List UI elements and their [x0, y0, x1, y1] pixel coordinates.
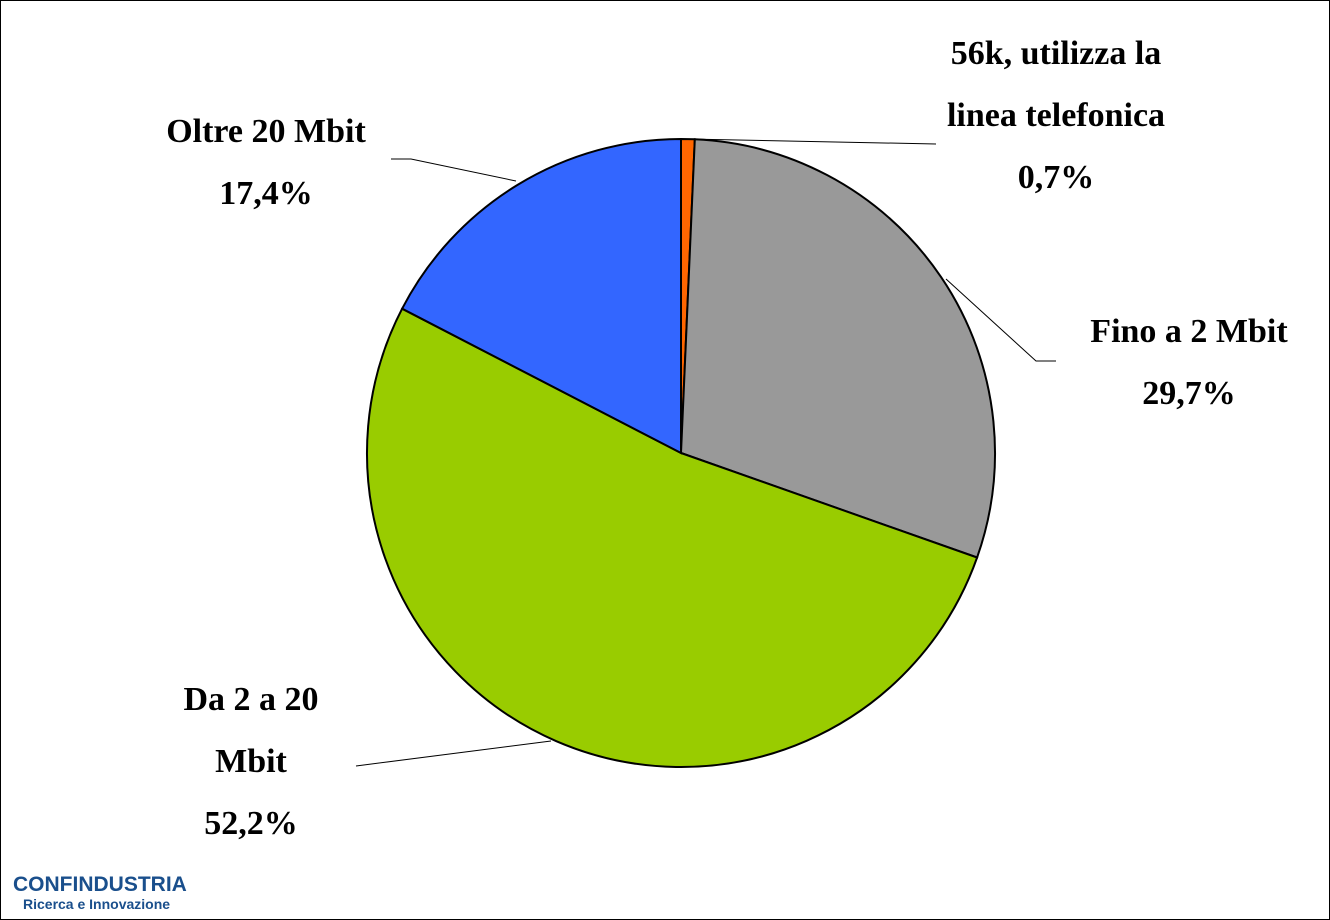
value-label: 0,7%	[1017, 159, 1095, 196]
slice-label: Da 2 a 20 Mbit 52,2%	[151, 669, 351, 855]
pie-slice	[366, 307, 979, 768]
value-label: 29,7%	[1142, 375, 1236, 412]
category-label: 56k, utilizza la linea telefonica	[946, 35, 1166, 134]
category-label: Fino a 2 Mbit	[1090, 313, 1288, 350]
logo-subtitle: Ricerca e Innovazione	[23, 896, 171, 912]
slice-label: Fino a 2 Mbit 29,7%	[1039, 301, 1329, 425]
slice-label: 56k, utilizza la linea telefonica 0,7%	[931, 23, 1181, 209]
leader-line	[355, 740, 552, 767]
leader-line	[945, 278, 1056, 362]
leader-line	[391, 158, 517, 182]
logo-name: CONFINDUSTRIA	[13, 873, 187, 896]
value-label: 52,2%	[204, 805, 298, 842]
slice-label: Oltre 20 Mbit 17,4%	[116, 101, 416, 225]
category-label: Oltre 20 Mbit	[166, 113, 366, 150]
pie-slice	[400, 137, 682, 455]
value-label: 17,4%	[219, 175, 313, 212]
pie-slice	[679, 138, 996, 559]
category-label: Da 2 a 20 Mbit	[183, 681, 319, 780]
leader-line	[686, 138, 937, 145]
